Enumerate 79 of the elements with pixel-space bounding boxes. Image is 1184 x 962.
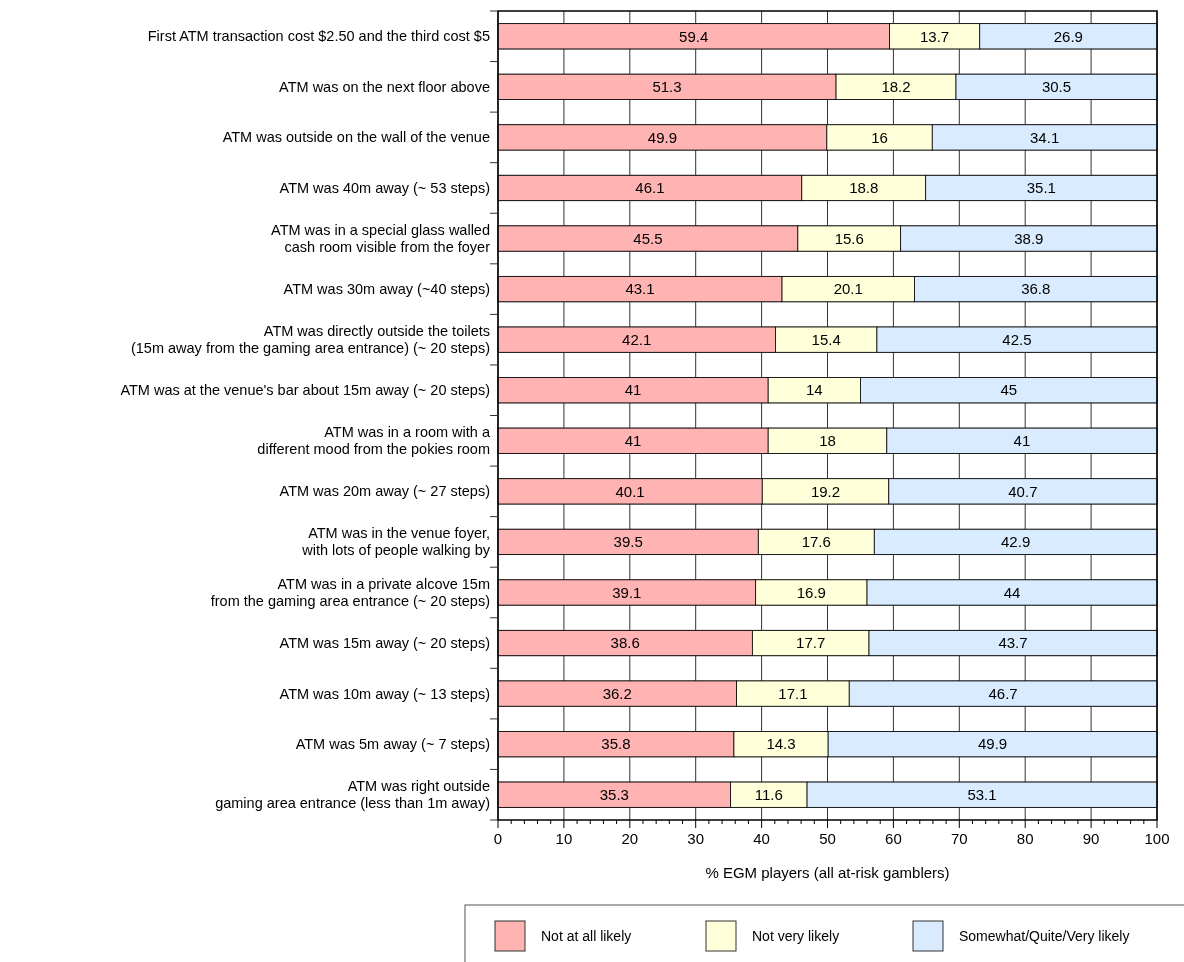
y-tick-label: First ATM transaction cost $2.50 and the third cost $5 [147,28,490,45]
x-tick-label: 90 [1082,830,1100,847]
data-label: 42.9 [1001,533,1031,551]
y-tick-label: ATM was 15m away (~ 20 steps) [279,635,490,652]
data-label: 11.6 [754,785,783,803]
data-label: 45.5 [633,229,663,247]
y-tick-label: ATM was outside on the wall of the venue [222,129,490,146]
y-tick-label: ATM was in the venue foyer, with lots of people walking by [301,525,491,559]
x-axis-title: % EGM players (all at-risk gamblers) [705,864,950,881]
y-tick-label: ATM was 30m away (~40 steps) [283,281,490,298]
data-label: 16.9 [796,583,826,601]
x-tick-label: 80 [1016,830,1034,847]
data-label: 49.9 [647,128,678,146]
x-tick-label: 60 [885,830,902,847]
data-label: 18 [819,432,836,450]
data-label: 16 [871,128,888,146]
y-tick-label: ATM was in a room with a different mood from the pokies room [257,424,491,458]
data-label: 38.6 [610,634,640,652]
data-label: 46.7 [988,684,1018,702]
legend-label: Somewhat/Quite/Very likely [959,927,1130,944]
x-tick-label: 0 [493,830,503,847]
y-tick-label: ATM was on the next floor above [279,78,490,95]
y-tick-label: ATM was at the venue's bar about 15m away (~ 20 steps) [120,382,490,399]
data-label: 44 [1003,583,1021,601]
legend-label: Not very likely [752,927,840,944]
data-label: 46.1 [635,179,665,197]
data-label: 40.1 [615,482,645,500]
data-label: 53.1 [967,785,997,803]
data-label: 20.1 [833,280,863,298]
x-tick-label: 50 [819,830,836,847]
data-label: 14.3 [766,735,796,753]
y-tick-label: ATM was 20m away (~ 27 steps) [279,483,490,500]
y-tick-label: ATM was directly outside the toilets (15m away from the gaming area entrance) (~ 20 steps) [130,323,490,357]
data-label: 18.8 [849,179,879,197]
y-tick-label: ATM was 40m away (~ 53 steps) [279,180,490,197]
data-label: 19.2 [810,482,841,500]
data-label: 42.5 [1002,330,1032,348]
data-label: 17.7 [796,634,826,652]
data-label: 35.1 [1026,179,1056,197]
y-tick-label: ATM was right outside gaming area entrance (less than 1m away) [215,778,490,812]
data-label: 41 [624,432,642,450]
data-label: 41 [1013,432,1031,450]
data-label: 41 [624,381,642,399]
data-label: 40.7 [1008,482,1038,500]
x-tick-label: 30 [687,830,705,847]
data-label: 42.1 [622,330,652,348]
data-label: 17.6 [801,533,831,551]
data-label: 15.6 [834,229,864,247]
data-label: 43.1 [625,280,655,298]
data-label: 35.8 [601,735,631,753]
data-label: 35.3 [599,785,629,803]
legend-label: Not at all likely [541,927,632,944]
data-label: 36.8 [1021,280,1051,298]
data-label: 45 [1000,381,1018,399]
data-label: 15.4 [811,330,841,348]
data-label: 13.7 [919,27,950,45]
data-label: 30.5 [1041,78,1072,96]
data-label: 51.3 [652,78,682,96]
data-label: 14 [805,381,823,399]
data-label: 38.9 [1014,229,1044,247]
data-label: 18.2 [881,78,911,96]
data-label: 59.4 [679,27,709,45]
x-tick-label: 100 [1144,830,1170,847]
data-label: 36.2 [602,684,632,702]
x-tick-label: 40 [753,830,770,847]
data-label: 39.5 [613,533,643,551]
data-label: 43.7 [998,634,1028,652]
x-tick-label: 20 [621,830,639,847]
data-label: 17.1 [778,684,808,702]
data-label: 49.9 [977,735,1008,753]
y-tick-label: ATM was 10m away (~ 13 steps) [279,685,490,702]
data-label: 34.1 [1030,128,1060,146]
data-label: 39.1 [612,583,642,601]
x-tick-label: 10 [555,830,573,847]
y-tick-label: ATM was in a private alcove 15m from the gaming area entrance (~ 20 steps) [210,576,490,610]
data-label: 26.9 [1053,27,1083,45]
y-tick-label: ATM was 5m away (~ 7 steps) [295,736,490,753]
y-tick-label: ATM was in a special glass walled cash room visible from the foyer [271,222,491,256]
x-tick-label: 70 [950,830,968,847]
